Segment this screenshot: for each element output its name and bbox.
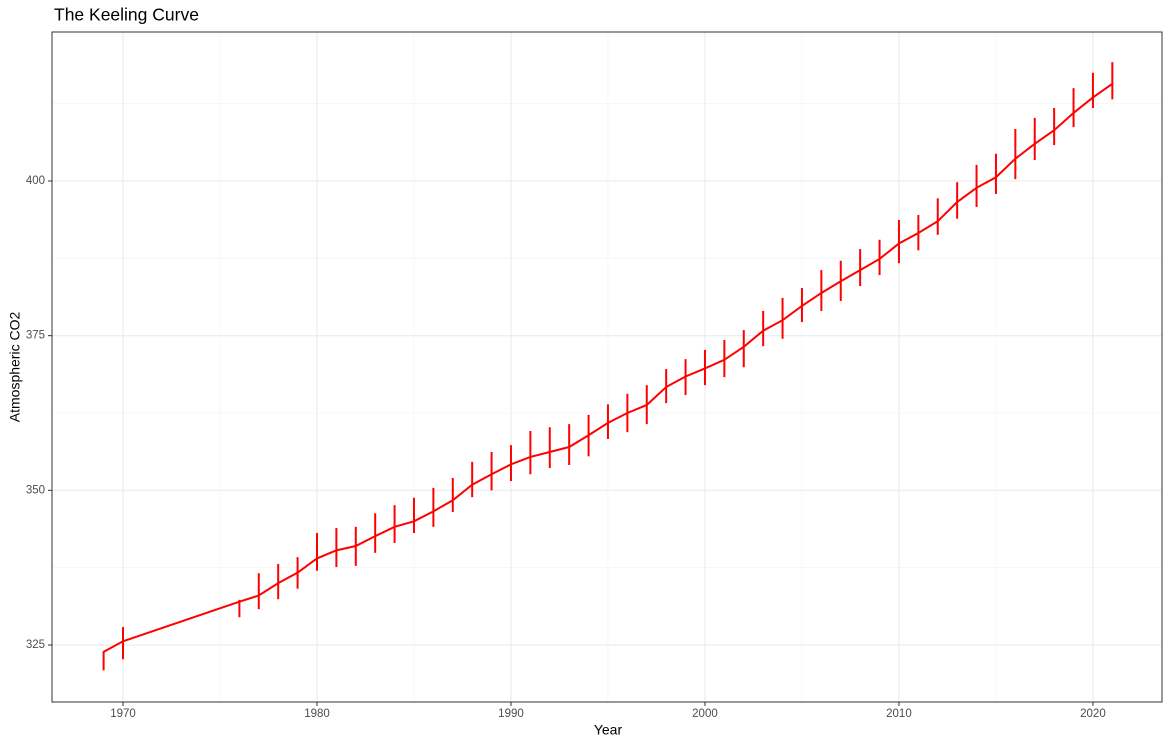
chart-title: The Keeling Curve [54,5,199,25]
x-tick-label: 1970 [110,708,136,720]
y-tick-label: 375 [26,330,45,342]
x-tick-label: 1990 [498,708,524,720]
x-tick-label: 2020 [1080,708,1106,720]
x-tick-label: 2010 [886,708,912,720]
y-axis-label: Atmospheric CO2 [7,312,23,423]
x-axis-label: Year [594,722,623,738]
x-tick-label: 1980 [304,708,330,720]
panel-border [51,31,1163,703]
x-tick-label: 2000 [692,708,718,720]
y-tick-label: 350 [26,484,45,496]
y-tick-label: 400 [26,175,45,187]
data-line [103,83,1113,653]
y-tick-label: 325 [26,639,45,651]
